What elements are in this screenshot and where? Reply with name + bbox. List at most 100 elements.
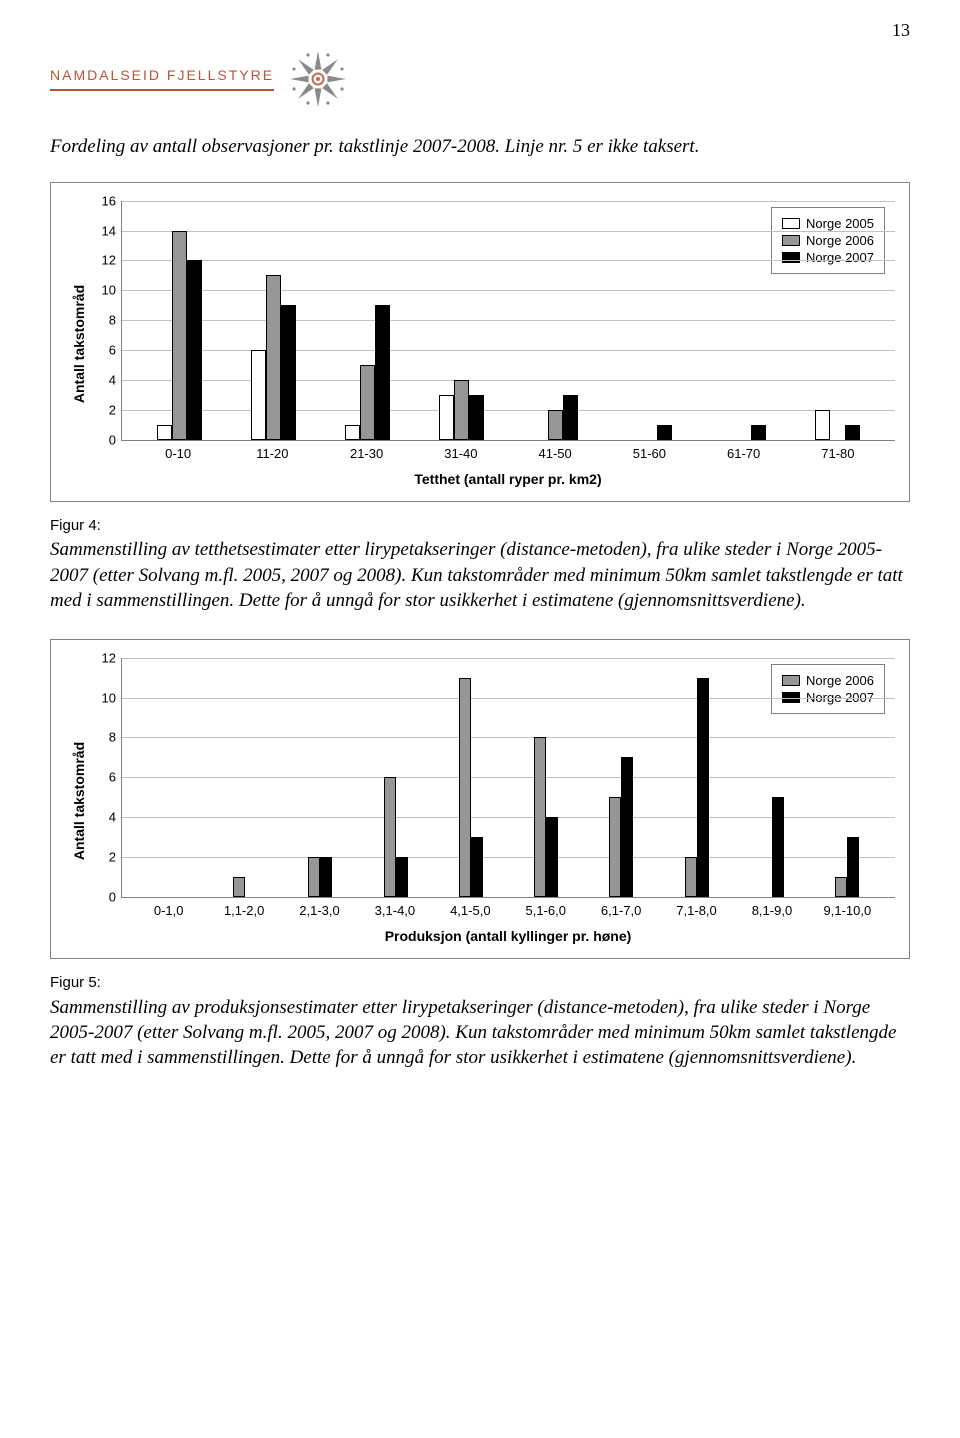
xtick-label: 0-10	[131, 446, 225, 461]
bar-group	[414, 201, 508, 440]
xtick-label: 3,1-4,0	[357, 903, 432, 918]
bar-group	[226, 201, 320, 440]
brand-logo-icon	[288, 49, 348, 109]
bar-group	[509, 201, 603, 440]
ytick-label: 0	[109, 889, 122, 904]
figure5-body: Sammenstilling av produksjonsestimater e…	[50, 997, 896, 1068]
bar	[396, 857, 408, 897]
bar-group	[320, 201, 414, 440]
bar-group	[734, 658, 809, 897]
ytick-label: 0	[109, 432, 122, 447]
xtick-label: 6,1-7,0	[583, 903, 658, 918]
xtick-label: 1,1-2,0	[206, 903, 281, 918]
ytick-label: 6	[109, 343, 122, 358]
bar	[439, 395, 454, 440]
bar	[157, 425, 172, 440]
chart2-xticks: 0-1,01,1-2,02,1-3,03,1-4,04,1-5,05,1-6,0…	[121, 903, 895, 918]
ytick-label: 2	[109, 849, 122, 864]
chart2-xlabel: Produksjon (antall kyllinger pr. høne)	[121, 928, 895, 944]
bar-group	[508, 658, 583, 897]
bar	[320, 857, 332, 897]
bar	[847, 837, 859, 897]
bar	[172, 231, 187, 440]
chart-production: Antall takstområd Norge 2006Norge 2007 0…	[50, 639, 910, 959]
bar	[845, 425, 860, 440]
bar-group	[603, 201, 697, 440]
ytick-label: 8	[109, 730, 122, 745]
bar	[233, 877, 245, 897]
brand-text: NAMDALSEID FJELLSTYRE	[50, 67, 274, 91]
figure4-body: Sammenstilling av tetthetsestimater ette…	[50, 539, 903, 610]
bar	[454, 380, 469, 440]
chart2-plot-area: Norge 2006Norge 2007 024681012	[121, 658, 895, 898]
bar	[548, 410, 563, 440]
ytick-label: 6	[109, 770, 122, 785]
xtick-label: 7,1-8,0	[659, 903, 734, 918]
intro-paragraph: Fordeling av antall observasjoner pr. ta…	[50, 135, 910, 160]
bar	[751, 425, 766, 440]
bar	[308, 857, 320, 897]
bar	[360, 365, 375, 440]
bar-group	[810, 658, 885, 897]
figure4-caption: Figur 4: Sammenstilling av tetthetsestim…	[50, 516, 910, 613]
ytick-label: 14	[102, 223, 122, 238]
bar	[621, 757, 633, 896]
bar	[772, 797, 784, 897]
bar	[685, 857, 697, 897]
brand-header: NAMDALSEID FJELLSTYRE	[50, 49, 910, 109]
ytick-label: 4	[109, 810, 122, 825]
ytick-label: 16	[102, 193, 122, 208]
bar-group	[697, 201, 791, 440]
ytick-label: 10	[102, 690, 122, 705]
ytick-label: 4	[109, 372, 122, 387]
xtick-label: 41-50	[508, 446, 602, 461]
chart1-plot-area: Norge 2005Norge 2006Norge 2007 024681012…	[121, 201, 895, 441]
bar	[563, 395, 578, 440]
chart1-ylabel: Antall takstområd	[71, 285, 87, 403]
bar	[657, 425, 672, 440]
ytick-label: 12	[102, 650, 122, 665]
bar	[459, 678, 471, 897]
xtick-label: 0-1,0	[131, 903, 206, 918]
bar-group	[132, 658, 207, 897]
ytick-label: 10	[102, 283, 122, 298]
ytick-label: 8	[109, 313, 122, 328]
xtick-label: 71-80	[791, 446, 885, 461]
bar	[471, 837, 483, 897]
bar-group	[433, 658, 508, 897]
ytick-label: 12	[102, 253, 122, 268]
figure5-label: Figur 5:	[50, 973, 910, 993]
bar-group	[207, 658, 282, 897]
xtick-label: 4,1-5,0	[433, 903, 508, 918]
bar	[546, 817, 558, 897]
bar-group	[659, 658, 734, 897]
bar-group	[132, 201, 226, 440]
bar	[281, 305, 296, 439]
bar-group	[283, 658, 358, 897]
bar	[384, 777, 396, 897]
bar	[697, 678, 709, 897]
xtick-label: 31-40	[414, 446, 508, 461]
xtick-label: 5,1-6,0	[508, 903, 583, 918]
xtick-label: 11-20	[225, 446, 319, 461]
bar-group	[791, 201, 885, 440]
bar-group	[584, 658, 659, 897]
ytick-label: 2	[109, 402, 122, 417]
chart-density: Antall takstområd Norge 2005Norge 2006No…	[50, 182, 910, 502]
bar	[266, 275, 281, 439]
bar	[534, 737, 546, 896]
bar	[815, 410, 830, 440]
bar	[375, 305, 390, 439]
chart1-xlabel: Tetthet (antall ryper pr. km2)	[121, 471, 895, 487]
xtick-label: 61-70	[697, 446, 791, 461]
xtick-label: 9,1-10,0	[810, 903, 885, 918]
bar	[345, 425, 360, 440]
xtick-label: 21-30	[320, 446, 414, 461]
figure4-label: Figur 4:	[50, 516, 910, 536]
bar	[835, 877, 847, 897]
bar	[469, 395, 484, 440]
xtick-label: 2,1-3,0	[282, 903, 357, 918]
bar	[187, 260, 202, 439]
bar-group	[358, 658, 433, 897]
xtick-label: 8,1-9,0	[734, 903, 809, 918]
